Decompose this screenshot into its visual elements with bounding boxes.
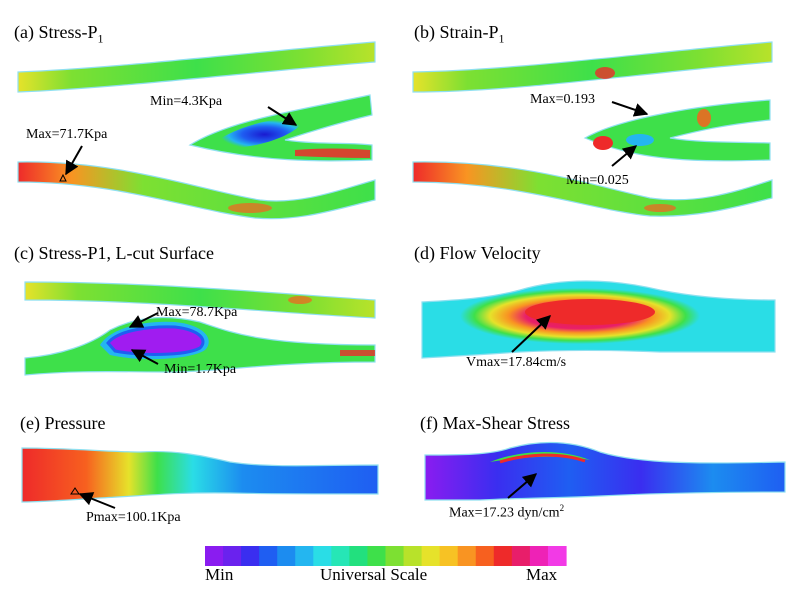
panel-b-min-label: Min=0.025 [566, 173, 629, 188]
panel-b-max-label: Max=0.193 [530, 92, 596, 107]
scale-swatch [457, 546, 477, 566]
scale-title: Universal Scale [320, 565, 428, 584]
panel-d-vmax-label: Vmax=17.84cm/s [466, 355, 567, 370]
arrow-icon [611, 101, 649, 117]
arrow-icon [130, 349, 159, 365]
panel-f-shear-vessel [424, 441, 786, 501]
panel-b-strain-vessel [412, 41, 773, 217]
scale-swatch [349, 546, 369, 566]
arrow-icon [511, 315, 552, 353]
scale-swatch [529, 546, 549, 566]
scale-swatch [295, 546, 314, 566]
scale-swatch [403, 546, 423, 566]
panel-f-title: (f) Max-Shear Stress [420, 413, 570, 433]
arrow-icon [128, 312, 159, 328]
panel-d-title: (d) Flow Velocity [414, 243, 541, 263]
marker-triangle-icon [70, 487, 80, 495]
scale-swatch [511, 546, 531, 566]
scale-swatch [385, 546, 405, 566]
arrow-icon [611, 145, 638, 167]
scale-swatch [331, 546, 350, 566]
scale-swatch [493, 546, 513, 566]
scale-swatch [439, 546, 459, 566]
panel-a-min-label: Min=4.3Kpa [150, 94, 223, 109]
panel-e-pressure-vessel [21, 447, 379, 503]
scale-swatch [313, 546, 332, 566]
panel-f-max-label: Max=17.23 dyn/cm2 [449, 503, 565, 521]
panel-c-title: (c) Stress-P1, L-cut Surface [14, 243, 214, 263]
panel-c-lcut-vessel [24, 281, 376, 376]
scale-swatch [277, 546, 296, 566]
panel-e-title: (e) Pressure [20, 413, 106, 433]
scale-swatch [547, 546, 567, 566]
scale-swatch [223, 546, 242, 566]
panel-c-max-label: Max=78.7Kpa [156, 305, 238, 320]
arrow-icon [267, 106, 298, 126]
scale-swatch [421, 546, 441, 566]
panel-a-title: (a) Stress-P1 [14, 22, 104, 46]
arrow-icon [507, 473, 538, 499]
scale-swatch [475, 546, 495, 566]
arrow-icon [78, 492, 116, 509]
panel-b-title: (b) Strain-P1 [414, 22, 505, 46]
marker-triangle-icon [59, 173, 67, 182]
panel-c-min-label: Min=1.7Kpa [164, 362, 237, 377]
scale-max-label: Max [526, 565, 558, 584]
arrow-icon [65, 145, 83, 176]
panel-d-flow-vessel [421, 280, 776, 359]
panel-e-pmax-label: Pmax=100.1Kpa [86, 510, 181, 525]
scale-swatch [205, 546, 224, 566]
universal-scale-bar [205, 546, 567, 566]
scale-swatch [241, 546, 260, 566]
panel-a-stress-vessel [17, 41, 376, 220]
scale-min-label: Min [205, 565, 234, 584]
scale-swatch [367, 546, 387, 566]
panel-a-max-label: Max=71.7Kpa [26, 127, 108, 142]
scale-swatch [259, 546, 278, 566]
